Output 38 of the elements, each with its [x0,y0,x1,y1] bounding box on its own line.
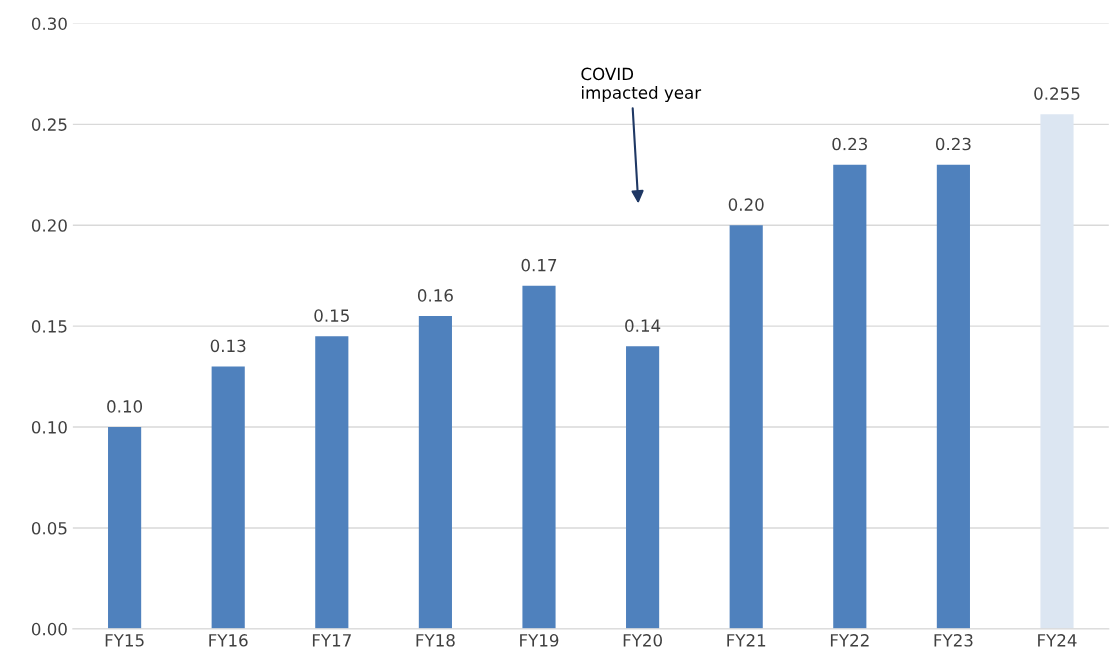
bar [108,427,142,629]
data-label: 0.23 [832,137,868,151]
bar [1040,114,1074,629]
x-tick-label: FY17 [312,634,351,647]
x-tick-label: FY20 [623,634,662,647]
text: 0.30 [31,17,67,30]
text: 0.00 [31,622,67,636]
data-label: 0.13 [210,339,246,353]
x-tick-label: FY19 [520,634,559,647]
bar [211,366,245,629]
data-label: 0.17 [521,258,557,272]
data-label: 0.14 [625,319,661,332]
x-tick-label: FY24 [1038,634,1077,647]
bar [833,164,867,629]
bar [936,164,970,629]
text: 0.10 [31,421,67,434]
x-tick-label: FY15 [105,634,144,647]
x-tick-label: FY18 [416,634,455,647]
data-label: 0.23 [935,137,971,151]
annotation: COVID impacted year [581,67,702,103]
bar [729,225,763,629]
bar [418,316,452,629]
x-tick-label: FY21 [727,634,766,647]
data-label: 0.255 [1034,87,1080,100]
x-tick-label: FY23 [934,634,973,647]
x-tick-label: FY22 [830,634,869,647]
data-label: 0.16 [417,289,453,302]
bar [315,336,349,629]
text: 0.15 [31,320,67,333]
text: 0.20 [31,219,67,232]
data-label: 0.10 [107,400,143,413]
data-label: 0.20 [728,198,764,211]
bar [626,346,660,629]
x-tick-label: FY16 [209,634,248,647]
bar [522,285,556,629]
text: 0.25 [31,118,67,131]
data-label: 0.15 [314,309,349,322]
text: 0.05 [31,521,67,535]
